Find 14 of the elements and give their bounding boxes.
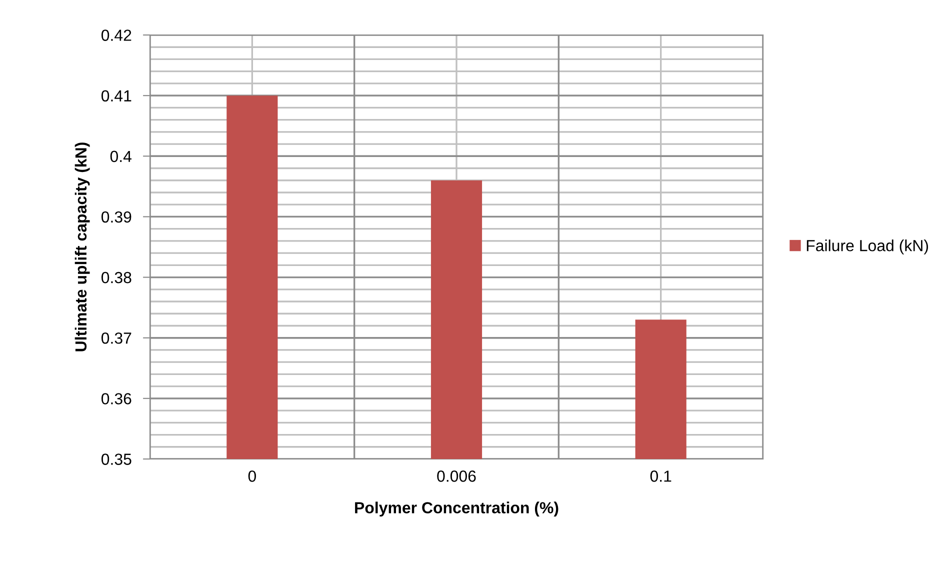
y-tick-label: 0.37 [101, 332, 132, 344]
y-tick-label: 0.39 [101, 211, 132, 223]
y-tick-label: 0.36 [101, 393, 132, 404]
y-tick-label: 0.41 [101, 90, 132, 102]
y-axis-title: Ultimate uplift capacity (kN) [74, 142, 90, 352]
x-tick-label: 0.006 [437, 470, 476, 482]
y-tick-label: 0.4 [110, 150, 132, 162]
x-tick-label: 0 [248, 470, 256, 482]
y-tick-label: 0.35 [101, 454, 132, 465]
x-tick-label: 0.1 [650, 470, 672, 482]
x-axis-title: Polymer Concentration (%) [355, 502, 558, 517]
legend-label: Failure Load (kN) [806, 240, 928, 254]
y-tick-label: 0.38 [101, 272, 132, 284]
y-tick-label: 0.42 [101, 30, 132, 41]
